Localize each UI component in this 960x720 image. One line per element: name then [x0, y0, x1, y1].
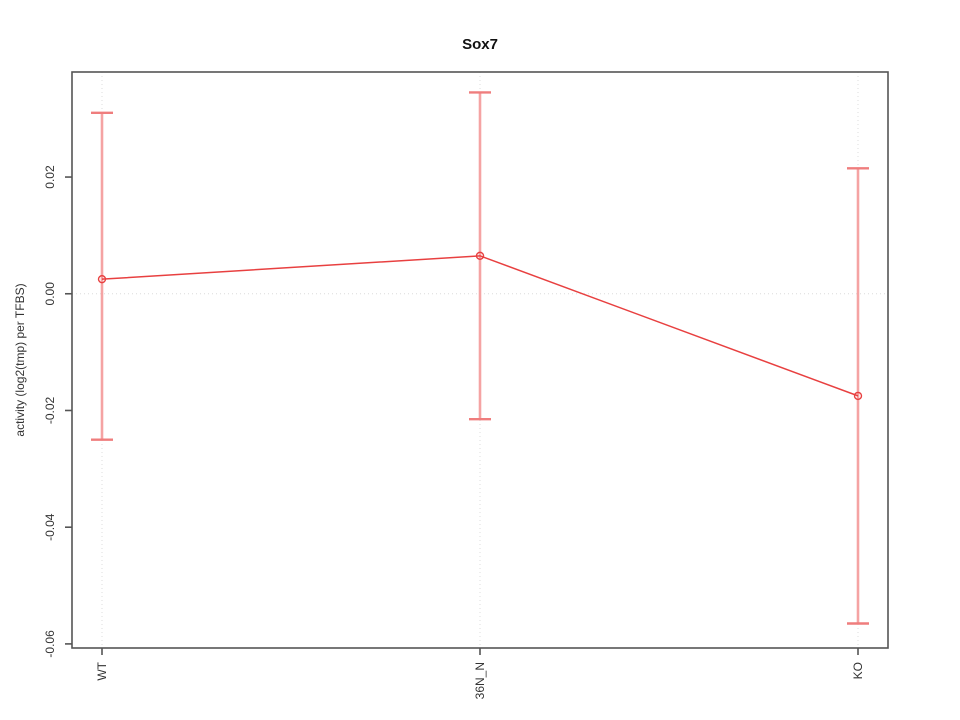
x-tick-label-WT: WT [95, 661, 109, 680]
y-tick-label: -0.06 [43, 630, 57, 658]
y-tick-label: 0.00 [43, 282, 57, 306]
data-point-KO [853, 391, 863, 401]
y-tick-label: -0.02 [43, 396, 57, 424]
data-point-WT [97, 274, 107, 284]
y-axis-title: activity (log2(tmp) per TFBS) [13, 283, 27, 436]
y-tick-label: -0.04 [43, 513, 57, 541]
x-tick-label-KO: KO [851, 662, 865, 679]
x-tick-label-36N_N: 36N_N [473, 662, 487, 699]
chart-title: Sox7 [462, 36, 498, 53]
series-line [101, 255, 859, 397]
y-tick-label: 0.02 [43, 165, 57, 189]
data-point-36N_N [475, 251, 485, 261]
